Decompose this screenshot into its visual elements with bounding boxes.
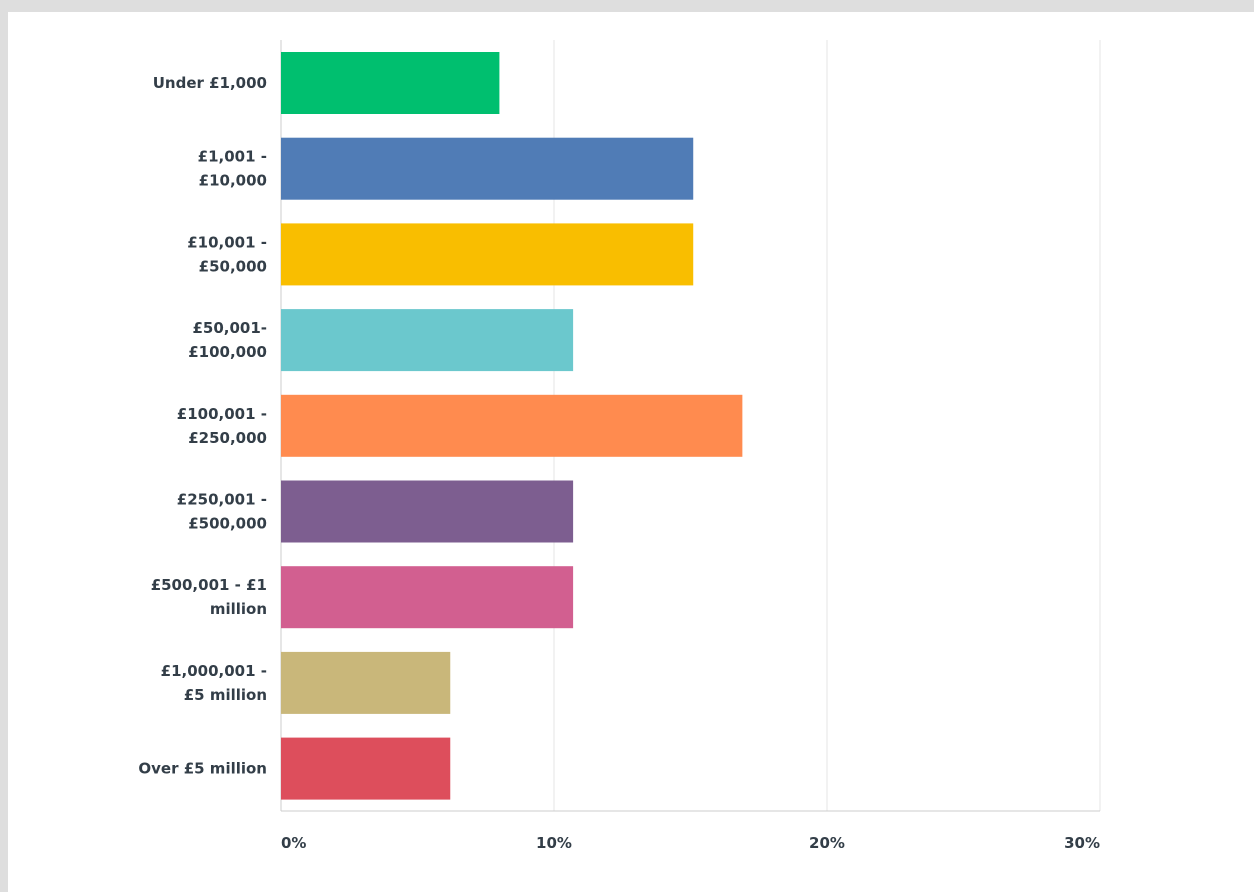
category-label-line: £100,001 - bbox=[177, 405, 267, 423]
category-label: £1,001 - £10,000 bbox=[198, 148, 267, 190]
category-label: £10,001 - £50,000 bbox=[187, 233, 267, 275]
category-label-line: £500,000 bbox=[188, 515, 267, 533]
category-label: £100,001 - £250,000 bbox=[177, 405, 267, 447]
chart-panel: Under £1,000 £1,001 - £10,000 £10,001 - £50,… bbox=[8, 12, 1254, 892]
bar[interactable] bbox=[281, 309, 574, 372]
category-label: Over £5 million bbox=[138, 760, 267, 778]
category-label-line: £100,000 bbox=[188, 343, 267, 361]
category-labels: Under £1,000 £1,001 - £10,000 £10,001 - £50,… bbox=[138, 74, 267, 778]
x-axis-ticks: 0% 10% 20% 30% bbox=[281, 834, 1100, 852]
category-label: £1,000,001 - £5 million bbox=[161, 662, 267, 704]
category-label-line: £10,001 - bbox=[187, 233, 267, 251]
bar[interactable] bbox=[281, 737, 451, 800]
category-label-line: million bbox=[210, 600, 267, 618]
category-label-line: £1,000,001 - bbox=[161, 662, 267, 680]
bar[interactable] bbox=[281, 52, 500, 114]
category-label-line: Under £1,000 bbox=[153, 74, 267, 92]
x-tick-label: 30% bbox=[1064, 834, 1100, 852]
category-label-line: £1,001 - bbox=[198, 148, 267, 166]
x-tick-label: 10% bbox=[536, 834, 572, 852]
category-label-line: £50,001- bbox=[192, 319, 267, 337]
bar-chart: Under £1,000 £1,001 - £10,000 £10,001 - £50,… bbox=[138, 40, 1101, 852]
bar[interactable] bbox=[281, 566, 574, 629]
category-label-line: £10,000 bbox=[199, 172, 267, 190]
category-label-line: Over £5 million bbox=[138, 760, 267, 778]
category-label-line: £250,000 bbox=[188, 429, 267, 447]
category-label-line: £5 million bbox=[184, 686, 267, 704]
bar[interactable] bbox=[281, 480, 574, 543]
category-label: Under £1,000 bbox=[153, 74, 267, 92]
bar[interactable] bbox=[281, 223, 694, 286]
x-tick-label: 0% bbox=[281, 834, 306, 852]
category-label-line: £50,000 bbox=[199, 257, 267, 275]
category-label-line: £500,001 - £1 bbox=[151, 576, 267, 594]
x-tick-label: 20% bbox=[809, 834, 845, 852]
category-label: £50,001- £100,000 bbox=[188, 319, 267, 361]
bar[interactable] bbox=[281, 394, 743, 457]
category-label-line: £250,001 - bbox=[177, 491, 267, 509]
category-label: £250,001 - £500,000 bbox=[177, 491, 267, 533]
bar[interactable] bbox=[281, 137, 694, 200]
category-label: £500,001 - £1 million bbox=[151, 576, 267, 618]
bars bbox=[281, 52, 743, 800]
bar[interactable] bbox=[281, 651, 451, 714]
